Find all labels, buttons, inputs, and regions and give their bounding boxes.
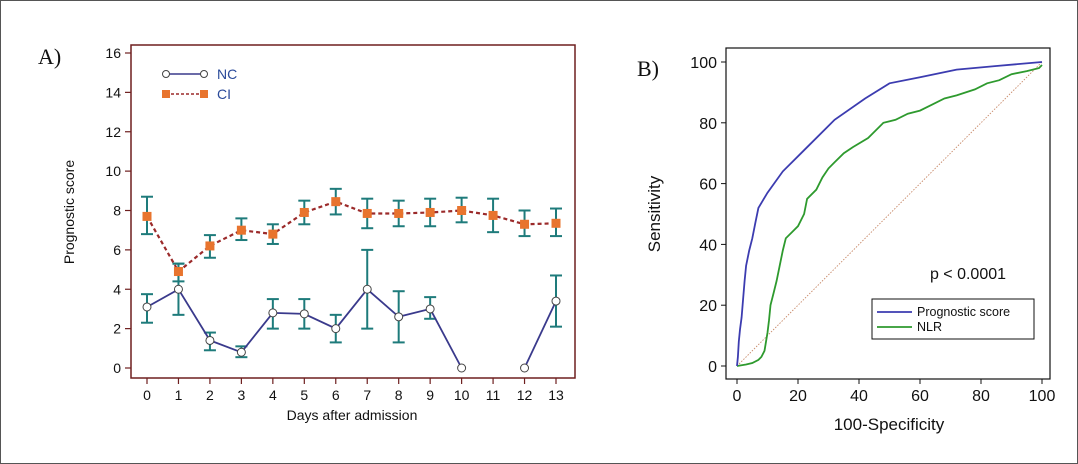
panel-a-x-tick-label: 0 (143, 387, 151, 403)
panel-b-x-tick-label: 80 (972, 388, 990, 405)
legend-nc-marker-left (162, 70, 170, 78)
ci-series-line (146, 200, 557, 274)
panel-a-y-tick-label: 14 (105, 84, 121, 100)
nc-data-point (268, 308, 278, 318)
panel-a-x-tick-label: 9 (426, 387, 434, 403)
panel-b-y-tick-label: 40 (699, 237, 717, 254)
panel-b-axes: 0 20 40 60 80 100 0 20 40 60 80 100 (690, 47, 1056, 405)
panel-b-legend-box (871, 298, 1035, 340)
panel-a-x-tick-label: 7 (363, 387, 371, 403)
panel-a-x-tick-label: 11 (486, 387, 501, 403)
panel-b-x-axis-label: 100-Specificity (834, 415, 945, 434)
panel-b-series-lines (736, 61, 1043, 367)
panel-a-y-tick-label: 6 (113, 242, 121, 258)
nc-data-point (425, 304, 435, 314)
panel-b-y-tick-label: 0 (708, 359, 717, 376)
panel-a-nc-errorbars (141, 248, 562, 359)
panel-b-plot-frame (725, 47, 1051, 380)
ci-data-point (268, 229, 278, 239)
ci-data-point (362, 208, 372, 218)
panel-a-y-tick-label: 0 (113, 360, 121, 376)
nc-data-point (520, 363, 530, 373)
legend-nc-label: NC (217, 66, 237, 82)
panel-a-x-tick-label: 5 (300, 387, 308, 403)
panel-a-label: A) (38, 44, 61, 69)
ci-data-point (142, 211, 152, 221)
panel-b-x-tick-label: 100 (1029, 388, 1056, 405)
panel-a-y-tick-label: 10 (105, 163, 121, 179)
legend-nc-marker-right (200, 70, 208, 78)
panel-a-markers (142, 197, 561, 373)
ci-data-point (488, 210, 498, 220)
panel-b-y-tick-label: 60 (699, 177, 717, 194)
panel-b-x-tick-label: 20 (789, 388, 807, 405)
panel-a-x-tick-label: 2 (206, 387, 214, 403)
panel-a-x-tick-label: 4 (269, 387, 277, 403)
panel-a-x-tick-label: 13 (548, 387, 564, 403)
panel-a-x-tick-label: 3 (237, 387, 245, 403)
panel-a-y-tick-label: 12 (105, 124, 121, 140)
panel-a-x-tick-label: 1 (175, 387, 183, 403)
panel-a-y-tick-label: 4 (113, 281, 121, 297)
nc-data-point (299, 309, 309, 319)
panel-a-y-tick-label: 2 (113, 321, 121, 337)
nc-data-point (457, 363, 467, 373)
legend-ci-marker-left (162, 90, 170, 98)
panel-b-y-tick-label: 20 (699, 298, 717, 315)
ci-data-point (551, 218, 561, 228)
nc-data-point (331, 324, 341, 334)
panel-a-y-axis-label: Prognostic score (61, 160, 77, 264)
ci-data-point (457, 206, 467, 215)
panel-b-y-tick-label: 100 (690, 55, 717, 72)
panel-a-plot-frame (130, 44, 576, 379)
ci-data-point (520, 219, 530, 229)
nc-data-point (205, 335, 215, 345)
panel-b-y-tick-label: 80 (699, 116, 717, 133)
nc-data-point (394, 312, 404, 322)
panel-b-x-tick-label: 40 (850, 388, 868, 405)
ci-data-point (173, 267, 183, 277)
panel-b-x-tick-label: 60 (911, 388, 929, 405)
panel-b-label: B) (637, 56, 659, 81)
panel-a-x-tick-label: 10 (454, 387, 470, 403)
panel-b: B) 0 20 40 60 80 100 0 20 40 60 80 100 p < 0.0001 P… (637, 47, 1056, 434)
panel-a-legend: NC CI (162, 66, 237, 102)
ci-data-point (236, 225, 246, 235)
panel-a-ci-errorbars (141, 187, 562, 283)
legend-ci-marker-right (200, 90, 208, 98)
nc-series-line (523, 300, 557, 369)
roc-prognostic-score-curve (736, 61, 1043, 367)
nc-data-point (173, 284, 183, 294)
ci-data-point (394, 208, 404, 218)
nc-data-point (551, 296, 561, 306)
legend-ci-label: CI (217, 86, 231, 102)
panel-a-x-tick-label: 6 (332, 387, 340, 403)
panel-a-y-tick-label: 8 (113, 203, 121, 219)
ci-data-point (425, 207, 435, 217)
panel-a-x-axis-label: Days after admission (287, 407, 418, 423)
panel-a-x-tick-label: 12 (517, 387, 533, 403)
panel-b-y-axis-label: Sensitivity (645, 175, 664, 252)
panel-a-x-tick-label: 8 (395, 387, 403, 403)
ci-data-point (205, 241, 215, 251)
ci-data-point (299, 207, 309, 217)
nc-data-point (236, 347, 246, 357)
nc-data-point (142, 302, 152, 312)
nc-data-point (362, 284, 372, 294)
roc-nlr-curve (736, 64, 1043, 367)
ci-data-point (331, 197, 341, 207)
panel-b-x-tick-label: 0 (733, 388, 742, 405)
legend-nlr-label: NLR (917, 320, 942, 334)
legend-prognostic-score-label: Prognostic score (917, 305, 1010, 319)
panel-b-p-value-annotation: p < 0.0001 (930, 266, 1006, 283)
panel-a-y-tick-label: 16 (105, 45, 121, 61)
